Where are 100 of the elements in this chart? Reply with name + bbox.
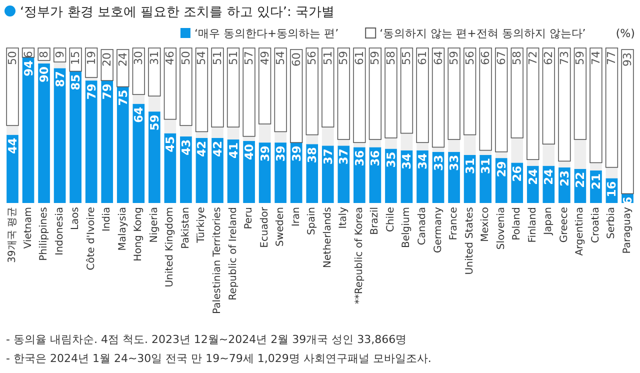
y-axis-title: (%) (616, 27, 635, 40)
bar (258, 48, 272, 124)
bar (526, 160, 539, 166)
bar (526, 48, 540, 160)
bar (574, 139, 586, 169)
data-label: 38 (305, 147, 320, 164)
x-tick-label: Belgium (401, 207, 412, 248)
bar (385, 138, 397, 149)
bar (70, 71, 82, 203)
data-label: 36 (368, 150, 382, 166)
bar (621, 49, 634, 194)
bar (495, 152, 508, 158)
data-label: 87 (52, 71, 67, 88)
bar (274, 132, 286, 143)
bar (212, 138, 224, 203)
bar (322, 127, 334, 146)
data-label: 26 (510, 166, 524, 182)
data-label: 39 (289, 146, 304, 162)
bar (337, 48, 350, 140)
x-tick-label: Greece (558, 207, 570, 243)
bar (338, 139, 350, 146)
bar (605, 48, 618, 168)
data-label: 31 (478, 158, 493, 174)
data-label: 36 (352, 150, 366, 166)
data-label: 29 (494, 161, 508, 178)
bar (400, 133, 413, 150)
text: - 동의율 내림차순. 4점 척도. 2023년 12월~2024년 2월 39개국 성인 33,866명 (6, 333, 407, 346)
bar (132, 104, 145, 203)
bar (558, 161, 570, 168)
legend-label: ‘동의하지 않는 편+전혀 동의하지 않는다’ (380, 27, 586, 40)
x-tick-label: Chile (385, 207, 396, 232)
x-tick-label: Brazil (370, 207, 381, 235)
bar (558, 48, 571, 162)
x-tick-label: United States (464, 207, 476, 275)
x-tick-label: Peru (244, 207, 255, 230)
x-tick-label: France (448, 207, 460, 240)
data-label: 51 (210, 51, 224, 65)
bar (448, 48, 460, 140)
data-label: 51 (226, 51, 240, 65)
data-label: 67 (494, 51, 508, 65)
data-label: 55 (400, 51, 414, 65)
bar (211, 48, 224, 128)
bar (22, 57, 34, 203)
data-label: 61 (352, 51, 366, 65)
x-tick-label: India (102, 207, 113, 232)
bar (574, 48, 587, 140)
bar (243, 141, 255, 203)
bar (164, 48, 176, 120)
data-label: 51 (321, 51, 334, 65)
bar (274, 48, 287, 132)
data-label: 50 (179, 51, 192, 65)
bar (322, 146, 334, 203)
bar (416, 142, 428, 150)
bar (132, 94, 145, 104)
data-label: 50 (6, 51, 19, 65)
data-label: 59 (448, 51, 461, 65)
data-label: 42 (194, 140, 209, 157)
data-label: 94 (21, 60, 36, 76)
data-label: 39 (274, 146, 288, 162)
data-label: 41 (226, 142, 240, 158)
data-label: 40 (242, 144, 256, 160)
data-label: 42 (210, 140, 224, 157)
x-tick-label: Palestinian Territories (212, 207, 223, 314)
data-label: 56 (463, 51, 476, 65)
bar (6, 48, 19, 126)
x-tick-label: Japan (543, 207, 554, 236)
bar (132, 48, 145, 95)
x-tick-label: Serbia (606, 207, 618, 239)
bar (116, 86, 129, 203)
data-label: 59 (368, 51, 382, 65)
x-tick-label: Spain (306, 207, 318, 235)
x-tick-label: Italy (338, 206, 350, 229)
data-label: 44 (5, 138, 20, 154)
bar (510, 48, 524, 138)
data-label: 54 (195, 51, 208, 65)
data-label: 58 (510, 51, 524, 65)
bar (6, 126, 18, 135)
data-label: 64 (132, 106, 146, 123)
data-label: 57 (242, 51, 256, 65)
data-label: 22 (573, 172, 588, 188)
bar (148, 48, 161, 96)
x-tick-label: Hong Kong (133, 207, 144, 262)
bar (542, 144, 555, 166)
x-tick-label: Vietnam (22, 207, 34, 249)
data-label: 46 (164, 51, 177, 65)
bar (590, 162, 602, 170)
data-label: 62 (542, 51, 556, 65)
bar (590, 48, 602, 164)
bar (180, 126, 192, 136)
data-label: 34 (416, 153, 430, 170)
bar (242, 48, 256, 137)
data-label: 33 (431, 154, 446, 171)
data-label: 37 (336, 148, 351, 165)
x-tick-label: Türkiye (196, 207, 208, 244)
chart-title: ‘정부가 환경 보호에 필요한 조치를 하고 있다’: 국가별 (20, 5, 335, 20)
bar (495, 48, 508, 152)
data-label: 19 (84, 51, 98, 65)
data-label: 24 (542, 168, 556, 185)
bar (353, 48, 366, 143)
bar (511, 138, 524, 163)
